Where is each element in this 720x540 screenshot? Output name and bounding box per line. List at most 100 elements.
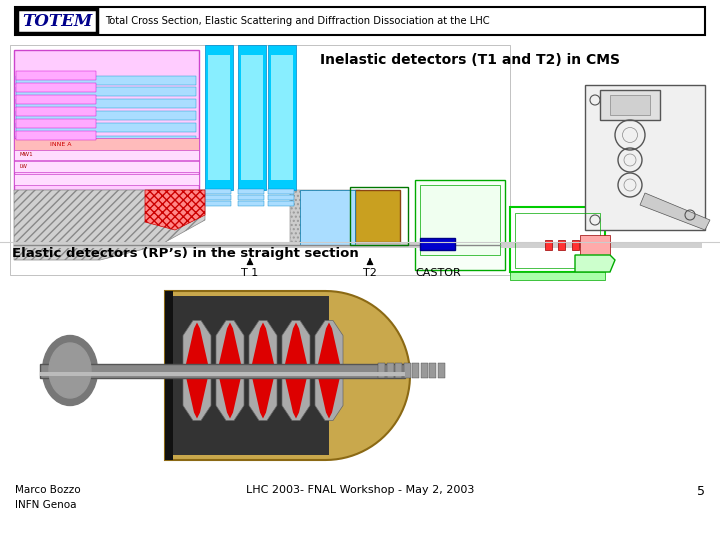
Bar: [16, 136, 196, 145]
Bar: [241, 55, 263, 180]
Bar: [238, 45, 266, 190]
Bar: [438, 363, 445, 377]
Bar: [300, 190, 355, 245]
Ellipse shape: [49, 343, 91, 398]
Text: LW: LW: [20, 165, 28, 170]
Bar: [268, 189, 294, 194]
Text: Inelastic detectors (T1 and T2) in CMS: Inelastic detectors (T1 and T2) in CMS: [320, 53, 620, 67]
Bar: [16, 95, 96, 104]
Bar: [16, 99, 196, 108]
Polygon shape: [284, 373, 308, 418]
Bar: [16, 111, 196, 120]
Bar: [387, 363, 394, 378]
Bar: [420, 185, 500, 255]
Bar: [580, 80, 710, 235]
Bar: [14, 174, 199, 185]
Bar: [16, 87, 196, 96]
Bar: [16, 123, 196, 132]
Text: Elastic detectors (RP’s) in the straight section: Elastic detectors (RP’s) in the straight…: [12, 247, 359, 260]
Bar: [271, 55, 293, 180]
Polygon shape: [183, 373, 211, 421]
Polygon shape: [185, 322, 209, 368]
Polygon shape: [249, 373, 277, 421]
Polygon shape: [284, 322, 308, 368]
Bar: [378, 363, 385, 377]
Polygon shape: [317, 322, 341, 368]
Polygon shape: [575, 255, 615, 272]
Polygon shape: [249, 321, 277, 368]
Bar: [16, 71, 96, 80]
Bar: [545, 240, 552, 250]
Bar: [558, 240, 565, 250]
Bar: [15, 7, 705, 35]
Bar: [600, 90, 660, 120]
Bar: [16, 107, 96, 116]
Bar: [421, 363, 428, 378]
Text: Marco Bozzo
INFN Genoa: Marco Bozzo INFN Genoa: [15, 485, 81, 510]
Bar: [572, 240, 579, 250]
Text: MW1: MW1: [20, 152, 34, 158]
Polygon shape: [216, 373, 244, 421]
Bar: [415, 180, 505, 270]
Bar: [40, 372, 405, 375]
Polygon shape: [315, 321, 343, 368]
Bar: [14, 138, 199, 150]
Polygon shape: [317, 373, 341, 418]
Bar: [205, 201, 231, 206]
Polygon shape: [251, 322, 275, 368]
Text: CASTOR: CASTOR: [415, 268, 461, 278]
Text: LHC 2003- FNAL Workshop - May 2, 2003: LHC 2003- FNAL Workshop - May 2, 2003: [246, 485, 474, 495]
Polygon shape: [183, 321, 211, 368]
Text: 5: 5: [697, 485, 705, 498]
Bar: [205, 189, 231, 194]
Polygon shape: [251, 373, 275, 418]
Bar: [16, 83, 96, 92]
Bar: [429, 363, 436, 378]
Bar: [165, 291, 173, 460]
Bar: [14, 242, 702, 248]
Bar: [238, 189, 264, 194]
Polygon shape: [315, 373, 343, 421]
Bar: [14, 50, 199, 190]
Bar: [40, 363, 405, 377]
Polygon shape: [290, 190, 390, 245]
Bar: [205, 195, 231, 200]
Bar: [510, 272, 605, 280]
Bar: [413, 363, 419, 379]
Polygon shape: [640, 193, 710, 230]
Polygon shape: [216, 321, 244, 368]
Text: INNE A: INNE A: [50, 141, 71, 146]
Bar: [355, 190, 400, 242]
Bar: [395, 363, 402, 378]
Polygon shape: [165, 291, 410, 460]
Bar: [515, 213, 600, 268]
Polygon shape: [185, 373, 209, 418]
Bar: [610, 95, 650, 115]
Bar: [10, 283, 470, 468]
Polygon shape: [218, 373, 242, 418]
Ellipse shape: [42, 335, 97, 406]
Polygon shape: [282, 373, 310, 421]
Bar: [238, 201, 264, 206]
Text: T 1: T 1: [241, 268, 258, 278]
Bar: [16, 119, 96, 128]
Polygon shape: [14, 190, 205, 260]
Text: TOTEM: TOTEM: [22, 12, 92, 30]
Bar: [16, 131, 96, 140]
Bar: [205, 45, 233, 190]
Bar: [420, 238, 455, 250]
Text: Total Cross Section, Elastic Scattering and Diffraction Dissociation at the LHC: Total Cross Section, Elastic Scattering …: [105, 16, 490, 26]
Text: T2: T2: [363, 268, 377, 278]
Bar: [16, 76, 196, 85]
Bar: [580, 235, 610, 255]
Bar: [404, 363, 410, 379]
Polygon shape: [282, 321, 310, 368]
Bar: [14, 161, 199, 172]
Bar: [268, 195, 294, 200]
Bar: [208, 55, 230, 180]
Bar: [10, 45, 510, 275]
Bar: [14, 149, 199, 160]
Bar: [268, 45, 296, 190]
Bar: [585, 85, 705, 230]
Bar: [350, 187, 408, 245]
